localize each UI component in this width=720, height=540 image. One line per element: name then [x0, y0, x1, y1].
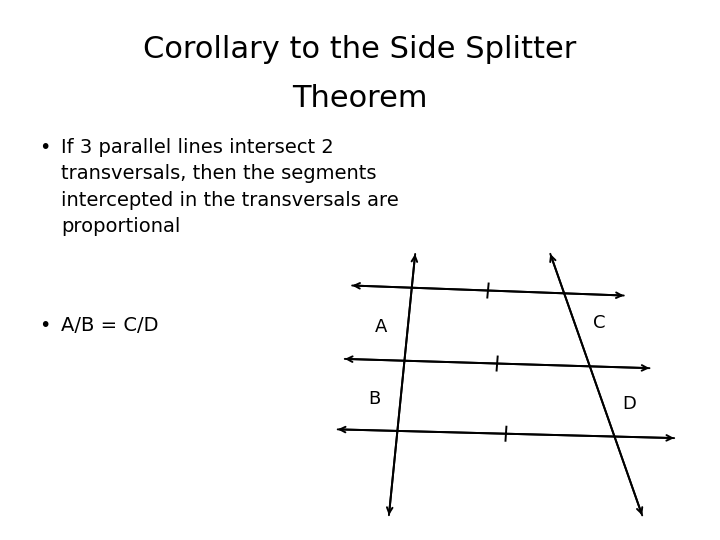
Text: •: • [40, 316, 51, 335]
Text: Theorem: Theorem [292, 84, 428, 113]
Text: B: B [368, 390, 380, 408]
Text: A: A [375, 318, 387, 336]
Text: •: • [40, 138, 51, 157]
Text: If 3 parallel lines intersect 2
transversals, then the segments
intercepted in t: If 3 parallel lines intersect 2 transver… [61, 138, 399, 236]
Text: A/B = C/D: A/B = C/D [61, 316, 158, 335]
Text: D: D [622, 395, 636, 413]
Text: Corollary to the Side Splitter: Corollary to the Side Splitter [143, 35, 577, 64]
Text: C: C [593, 314, 606, 332]
